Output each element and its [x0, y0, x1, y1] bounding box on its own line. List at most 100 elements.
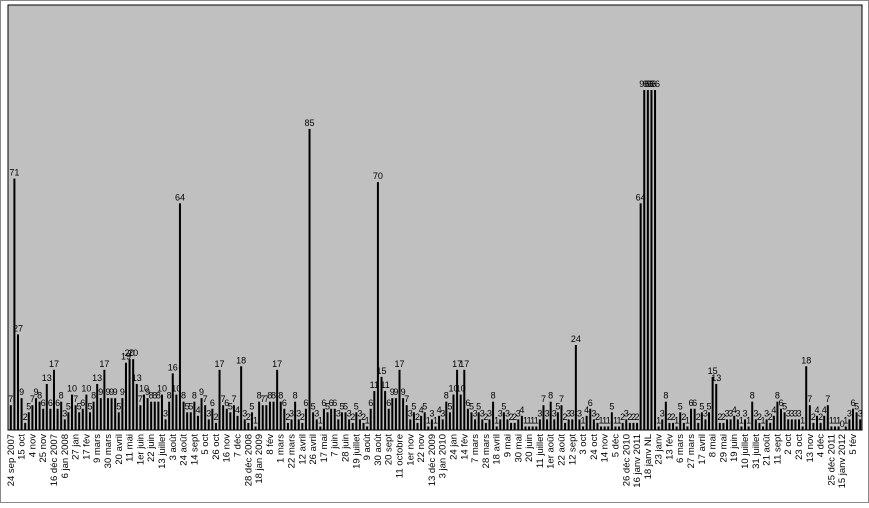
data-label: 85 — [305, 118, 315, 128]
bar — [826, 405, 829, 430]
bar — [340, 412, 343, 430]
data-label: 8 — [267, 391, 272, 401]
x-tick-label: 24 jan — [448, 434, 459, 460]
data-label: 4 — [437, 405, 442, 415]
bar — [758, 422, 761, 430]
data-label: 10 — [448, 384, 458, 394]
data-label: 5 — [185, 401, 190, 411]
x-tick-label: 15 janv 2012 — [837, 434, 848, 488]
bar — [783, 412, 786, 430]
data-label: 6 — [779, 398, 784, 408]
data-label: 5 — [87, 401, 92, 411]
bar — [574, 345, 577, 430]
bar — [474, 419, 477, 430]
data-label: 17 — [459, 359, 469, 369]
bar — [762, 426, 765, 430]
bar — [398, 369, 401, 430]
data-label: 6 — [80, 398, 85, 408]
data-label: 5 — [411, 401, 416, 411]
bar — [240, 366, 243, 430]
x-tick-label: 23 janv — [654, 434, 665, 465]
x-tick-label: 28 déc 2008 — [243, 434, 254, 486]
x-tick-label: 11 juillet — [535, 434, 546, 469]
bar — [564, 422, 567, 430]
data-label: 1 — [617, 415, 622, 425]
x-tick-label: 27 jan — [71, 434, 82, 460]
bar — [488, 419, 491, 430]
bar — [218, 369, 221, 430]
x-tick-label: 22 nov — [416, 434, 427, 463]
data-label: 6 — [282, 398, 287, 408]
data-label: 11 — [370, 380, 379, 390]
x-tick-label: 6 mars — [675, 434, 686, 463]
data-label: 4 — [584, 405, 589, 415]
data-label: 2 — [717, 412, 722, 422]
bar — [769, 422, 772, 430]
x-tick-label: 5 fév — [848, 434, 859, 455]
x-tick-label: 13 fév — [664, 434, 675, 460]
data-label: 3 — [789, 408, 794, 418]
data-label: 1 — [606, 415, 611, 425]
x-tick-label: 21 août — [762, 434, 773, 466]
bar — [92, 401, 95, 430]
x-tick-label: 1 mars — [276, 434, 287, 463]
data-label: 2 — [627, 412, 632, 422]
bar — [639, 203, 642, 430]
bar — [798, 419, 801, 430]
data-label: 1 — [599, 415, 604, 425]
bar — [376, 182, 379, 430]
x-tick-label: 28 juin — [341, 434, 352, 462]
data-label: 7 — [541, 394, 546, 404]
data-label: 10 — [67, 384, 77, 394]
data-label: 2 — [213, 412, 218, 422]
bar — [423, 412, 426, 430]
data-label: 8 — [152, 391, 157, 401]
x-tick-label: 22 juin — [146, 434, 157, 462]
bar — [128, 359, 131, 430]
data-label: 7 — [138, 394, 143, 404]
data-label: 1 — [656, 415, 661, 425]
bar — [348, 419, 351, 430]
x-tick-label: 1er juin — [135, 434, 146, 465]
data-label: 5 — [354, 401, 359, 411]
data-label: 17 — [395, 359, 405, 369]
bar — [178, 203, 181, 430]
x-tick-label: 26 avril — [308, 434, 319, 465]
data-label: 4 — [732, 405, 737, 415]
data-label: 7 — [231, 394, 236, 404]
data-label: 7 — [260, 394, 265, 404]
data-label: 5 — [311, 401, 316, 411]
bar — [146, 398, 149, 430]
bar — [654, 90, 657, 430]
x-tick-label: 11 sept — [772, 434, 783, 465]
data-label: 6 — [850, 398, 855, 408]
bar — [441, 419, 444, 430]
data-label: 7 — [221, 394, 226, 404]
data-label: 2 — [635, 412, 640, 422]
x-tick-label: 30 août — [373, 434, 384, 466]
data-label: 6 — [210, 398, 215, 408]
data-label: 2 — [512, 412, 517, 422]
x-tick-label: 3 oct — [578, 434, 589, 455]
data-label: 7 — [404, 394, 409, 404]
bar — [636, 422, 639, 430]
bar — [499, 419, 502, 430]
bar — [193, 401, 196, 430]
data-label: 5 — [854, 401, 859, 411]
data-label: 2 — [757, 412, 762, 422]
bar — [31, 405, 34, 430]
bar — [682, 422, 685, 430]
data-label: 8 — [278, 391, 283, 401]
data-label: 2 — [246, 412, 251, 422]
bar — [52, 369, 55, 430]
data-label: 18 — [801, 355, 811, 365]
bar — [650, 90, 653, 430]
bar — [49, 408, 52, 430]
data-label: 3 — [408, 408, 413, 418]
x-tick-label: 20 avril — [114, 434, 125, 465]
data-label: 10 — [171, 384, 181, 394]
data-label: 5 — [339, 401, 344, 411]
bar — [848, 419, 851, 430]
x-tick-label: 14 nov — [600, 434, 611, 463]
bar — [700, 412, 703, 430]
